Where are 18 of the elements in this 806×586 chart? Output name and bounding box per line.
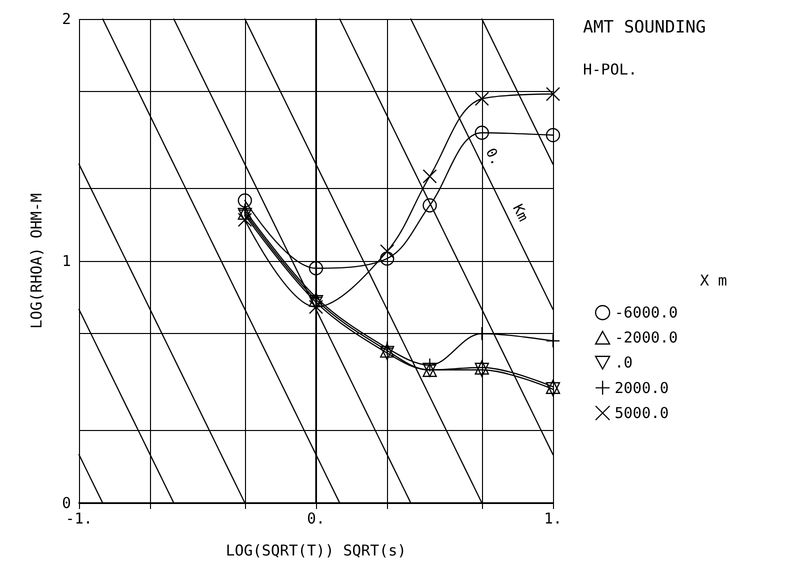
annotation: Km: [509, 202, 531, 224]
x-tick-label: 0.: [306, 510, 326, 528]
y-tick-label: 1: [62, 252, 71, 270]
legend-label: -2000.0: [614, 328, 678, 347]
x-tick-label: -1.: [65, 510, 93, 528]
x-axis-title: LOG(SQRT(T)) SQRT(s): [226, 542, 406, 560]
legend-label: 2000.0: [614, 378, 669, 397]
text: H-POL.: [583, 60, 638, 78]
y-tick-label: 0: [62, 494, 71, 512]
text: AMT SOUNDING: [583, 18, 706, 38]
y-axis-title: LOG(RHOA) OHM-M: [28, 193, 46, 329]
legend-title: X m: [700, 272, 728, 290]
annotation: 0.: [482, 146, 504, 168]
legend-label: .0: [614, 354, 633, 372]
legend-label: 5000.0: [614, 404, 669, 422]
legend-label: -6000.0: [614, 304, 678, 322]
y-tick-label: 2: [62, 10, 71, 28]
x-tick-label: 1.: [544, 510, 562, 528]
